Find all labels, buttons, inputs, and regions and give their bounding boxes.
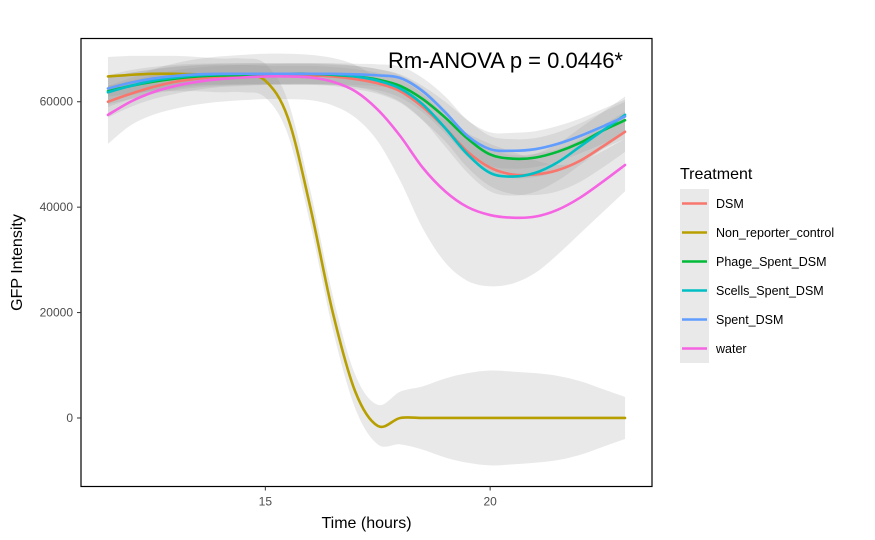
y-axis: 0 20000 40000 60000 — [40, 95, 81, 425]
series-line-spent-dsm — [106, 72, 627, 153]
legend-item-scells-spent-dsm: Scells_Spent_DSM — [680, 276, 824, 305]
y-tick-label: 0 — [66, 411, 73, 425]
y-axis-title: GFP Intensity — [9, 214, 26, 311]
legend-item-water: water — [680, 334, 747, 363]
series-line-dsm — [106, 74, 627, 177]
series-line-water — [106, 75, 627, 220]
legend-label: Spent_DSM — [716, 313, 783, 327]
ribbon-scells-spent-dsm — [107, 63, 626, 196]
x-axis: 15 20 — [259, 486, 497, 509]
anova-annotation: Rm-ANOVA p = 0.0446* — [388, 48, 623, 73]
ribbon-non-reporter-control — [107, 55, 626, 466]
y-tick-label: 40000 — [40, 200, 74, 214]
plot-panel-border — [80, 37, 653, 488]
y-tick-label: 20000 — [40, 306, 74, 320]
legend-label: Phage_Spent_DSM — [716, 255, 827, 269]
legend-keys: DSM Non_reporter_control Phage_Spent_DSM Sc… — [680, 189, 834, 363]
legend-item-dsm: DSM — [680, 189, 744, 218]
y-tick-label: 60000 — [40, 95, 74, 109]
legend-label: Non_reporter_control — [716, 226, 834, 240]
legend-label: Scells_Spent_DSM — [716, 284, 824, 298]
x-tick-label: 20 — [483, 495, 497, 509]
x-axis-title: Time (hours) — [321, 515, 411, 532]
ribbon-water — [107, 53, 626, 287]
series-lines — [106, 72, 627, 429]
legend-label: water — [715, 342, 747, 356]
ribbon-spent-dsm — [107, 63, 626, 169]
legend-title: Treatment — [680, 166, 753, 183]
legend-item-non-reporter-control: Non_reporter_control — [680, 218, 834, 247]
x-tick-label: 15 — [259, 495, 273, 509]
ribbon-dsm — [107, 64, 626, 196]
legend-label: DSM — [716, 197, 744, 211]
legend-item-phage-spent-dsm: Phage_Spent_DSM — [680, 247, 827, 276]
legend-item-spent-dsm: Spent_DSM — [680, 305, 783, 334]
legend: Treatment DSM Non_reporter_control Phage_S… — [680, 166, 834, 363]
